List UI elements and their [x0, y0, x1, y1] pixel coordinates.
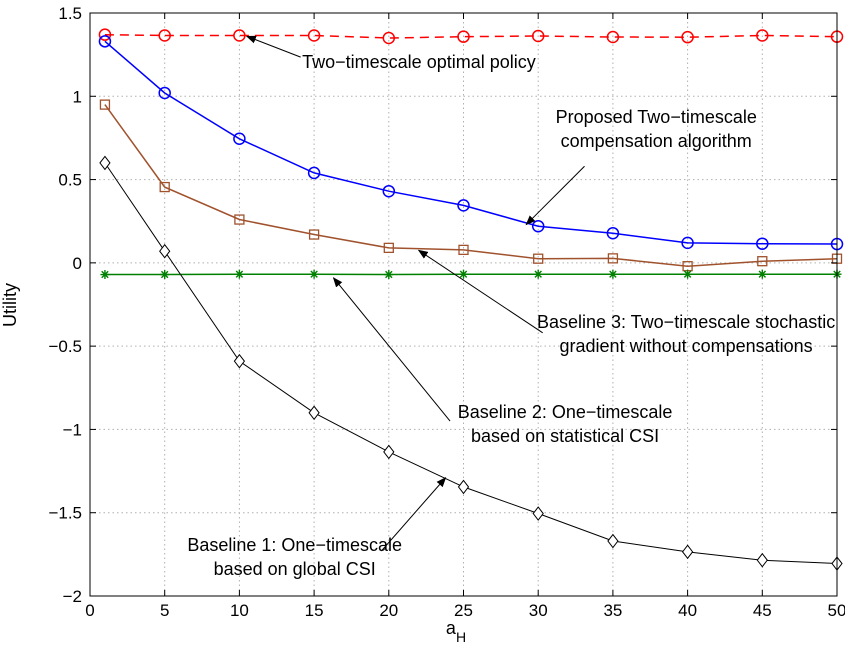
- annotation-arrow: [245, 35, 301, 58]
- data-point-optimal: [233, 29, 246, 42]
- x-axis-label-main: a: [446, 618, 457, 638]
- x-tick-label: 5: [160, 601, 169, 620]
- x-axis-label: aH: [446, 618, 466, 645]
- data-point-proposed: [606, 226, 620, 240]
- data-point-proposed: [98, 35, 112, 48]
- x-axis-label-subscript: H: [456, 629, 466, 645]
- annotation-arrow: [525, 165, 585, 226]
- data-point-baseline1: [233, 353, 246, 369]
- annotation-text: based on statistical CSI: [471, 426, 659, 446]
- annotation-text: Baseline 3: Two−timescale stochastic: [537, 312, 835, 332]
- ticks: 0 5 10 15 20 25 30 35 40 45 50 −2 −1.5 −1 −0.5 0 0.5 1 1.5: [48, 4, 845, 620]
- data-point-baseline3: [383, 242, 394, 254]
- data-point-baseline3: [458, 244, 469, 256]
- data-point-baseline2: [683, 269, 693, 279]
- data-point-optimal: [98, 28, 112, 41]
- data-point-baseline2: [608, 269, 618, 279]
- x-tick-label: 45: [753, 601, 772, 620]
- annotation-text: gradient without compensations: [560, 336, 813, 356]
- y-tick-label: −2: [63, 587, 82, 606]
- data-point-baseline1: [756, 552, 768, 568]
- annotation-text: based on global CSI: [214, 559, 376, 579]
- data-point-baseline3: [99, 99, 111, 110]
- data-point-optimal: [756, 29, 769, 42]
- data-point-baseline1: [99, 155, 111, 171]
- data-point-baseline3: [757, 256, 768, 267]
- y-axis-label: Utility: [0, 283, 20, 327]
- annotation-text: compensation algorithm: [561, 131, 752, 151]
- data-point-proposed: [681, 236, 694, 250]
- data-point-optimal: [681, 30, 694, 44]
- annotation-arrow: [417, 249, 543, 334]
- data-point-proposed: [158, 86, 171, 100]
- x-tick-label: 30: [529, 601, 548, 620]
- data-point-proposed: [531, 219, 545, 233]
- data-point-optimal: [382, 31, 396, 45]
- data-point-baseline3: [159, 181, 170, 193]
- series-line-optimal: [104, 33, 838, 39]
- y-tick-label: 0: [73, 254, 82, 273]
- data-point-baseline1: [308, 405, 320, 421]
- data-point-baseline3: [234, 214, 245, 225]
- data-point-baseline2: [459, 269, 468, 279]
- data-point-baseline2: [533, 269, 543, 279]
- y-tick-label: −1: [63, 420, 82, 439]
- y-tick-label: −1.5: [48, 504, 82, 523]
- data-point-baseline3: [607, 253, 619, 264]
- data-point-baseline1: [681, 544, 694, 560]
- data-point-optimal: [531, 29, 545, 43]
- data-point-proposed: [233, 132, 246, 146]
- annotation-arrow: [332, 277, 451, 422]
- data-point-baseline2: [309, 269, 319, 279]
- data-point-proposed: [756, 237, 769, 250]
- annotation-text: Baseline 2: One−timescale: [458, 402, 673, 422]
- annotation-text: Proposed Two−timescale: [556, 107, 757, 127]
- data-point-proposed: [307, 166, 321, 180]
- data-point-baseline3: [533, 253, 544, 264]
- x-tick-label: 35: [603, 601, 622, 620]
- data-point-baseline2: [100, 270, 110, 280]
- data-point-baseline2: [757, 269, 767, 279]
- data-point-baseline3: [308, 229, 320, 240]
- data-point-optimal: [307, 29, 321, 42]
- annotation-arrow: [380, 476, 447, 552]
- y-tick-label: 1.5: [58, 4, 82, 23]
- data-point-optimal: [158, 29, 171, 42]
- data-point-proposed: [382, 184, 396, 198]
- x-tick-label: 0: [85, 601, 94, 620]
- data-point-baseline1: [159, 243, 171, 259]
- data-point-baseline1: [383, 444, 395, 460]
- data-point-proposed: [457, 199, 470, 212]
- annotations: Two−timescale optimal policy Proposed Two…: [187, 35, 835, 579]
- y-tick-label: 1: [73, 87, 82, 106]
- x-tick-label: 50: [828, 601, 845, 620]
- x-tick-label: 40: [678, 601, 697, 620]
- x-tick-label: 25: [454, 601, 473, 620]
- data-point-baseline2: [160, 270, 170, 280]
- data-point-baseline1: [457, 479, 470, 495]
- series-line-proposed: [104, 40, 838, 245]
- data-point-optimal: [606, 30, 620, 44]
- x-tick-label: 10: [230, 601, 249, 620]
- series-group: [98, 28, 844, 571]
- data-point-baseline1: [607, 533, 619, 549]
- x-tick-label: 20: [379, 601, 398, 620]
- plot-area: [90, 13, 837, 596]
- series-line-baseline3: [104, 104, 838, 267]
- y-tick-label: 0.5: [58, 171, 82, 190]
- data-point-baseline1: [532, 506, 544, 521]
- data-point-baseline2: [234, 269, 244, 279]
- y-tick-label: −0.5: [48, 337, 82, 356]
- data-point-optimal: [457, 30, 470, 43]
- annotation-text: Two−timescale optimal policy: [302, 52, 536, 72]
- x-tick-label: 15: [305, 601, 324, 620]
- grid: [90, 13, 837, 596]
- data-point-baseline2: [384, 270, 394, 280]
- annotation-text: Baseline 1: One−timescale: [187, 535, 402, 555]
